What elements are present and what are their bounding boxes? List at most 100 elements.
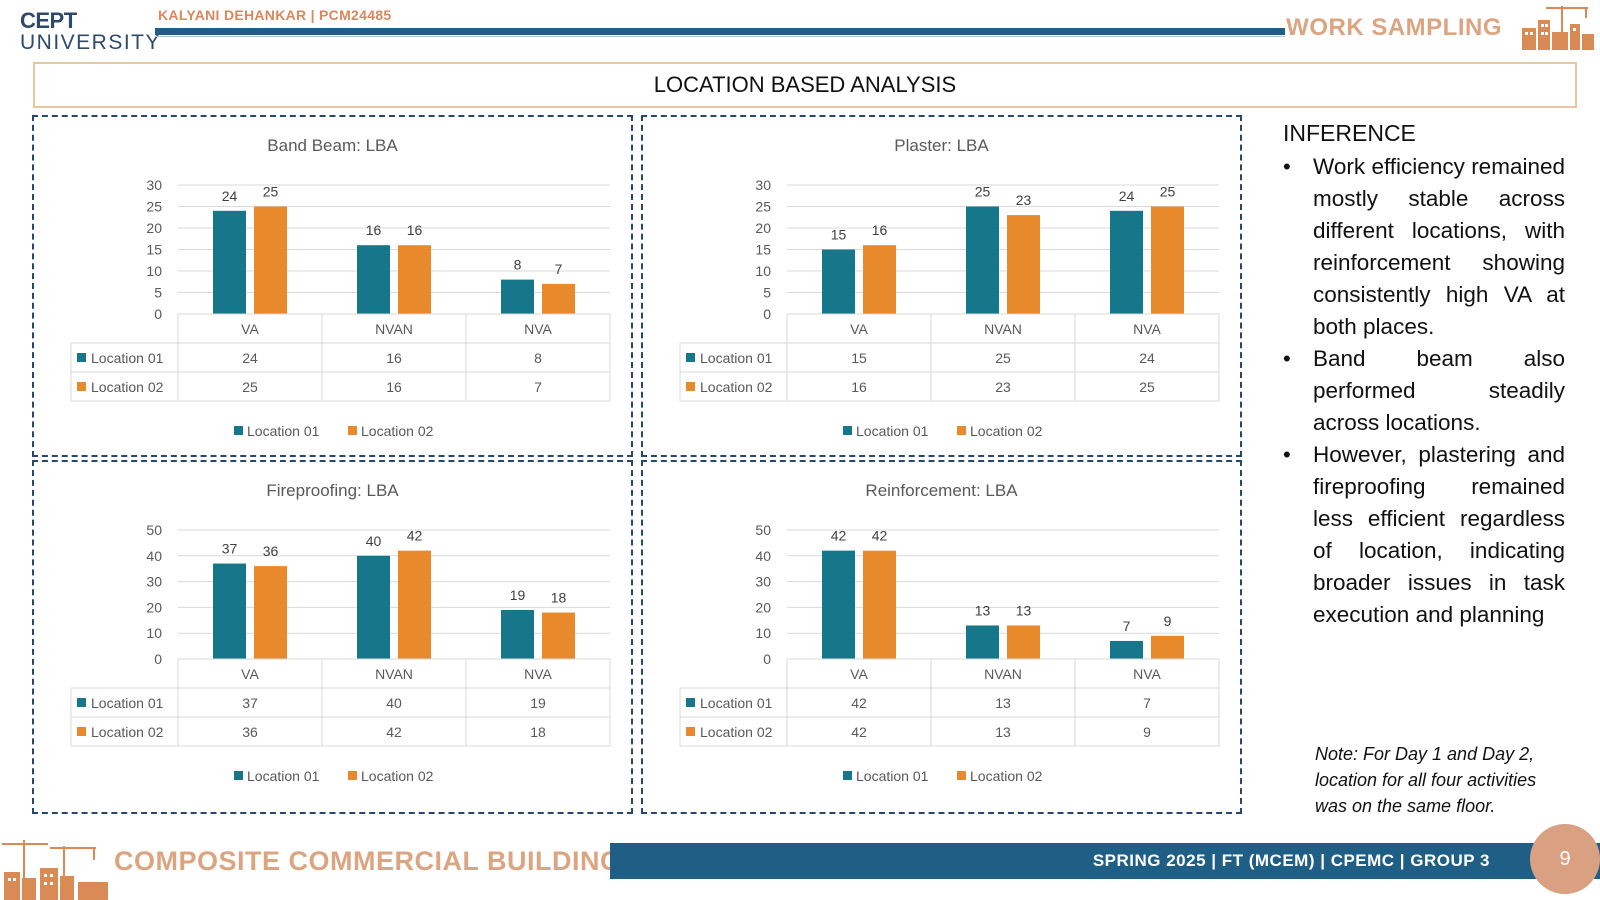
x-tick-label: NVAN bbox=[375, 321, 413, 337]
chart-title: Plaster: LBA bbox=[894, 136, 989, 155]
table-cell: 16 bbox=[386, 350, 402, 366]
data-label: 13 bbox=[1016, 602, 1032, 618]
inference-bullet: Band beam also performed steadily across… bbox=[1283, 343, 1565, 439]
table-cell: 36 bbox=[242, 724, 258, 740]
data-label: 19 bbox=[510, 587, 526, 603]
header-rule bbox=[155, 28, 1285, 35]
author-label: KALYANI DEHANKAR | PCM24485 bbox=[158, 7, 392, 23]
legend-key bbox=[843, 426, 852, 435]
y-tick-label: 0 bbox=[154, 651, 162, 667]
x-tick-label: VA bbox=[850, 321, 868, 337]
legend-key bbox=[843, 771, 852, 780]
table-cell: 16 bbox=[851, 379, 867, 395]
legend-key bbox=[77, 698, 86, 707]
table-cell: 7 bbox=[1143, 695, 1151, 711]
y-tick-label: 20 bbox=[755, 220, 771, 236]
bar bbox=[966, 625, 999, 659]
table-cell: 16 bbox=[386, 379, 402, 395]
table-series-name: Location 02 bbox=[91, 724, 164, 740]
bar bbox=[966, 206, 999, 314]
chart-title: Fireproofing: LBA bbox=[266, 481, 399, 500]
legend-key bbox=[348, 426, 357, 435]
legend-key bbox=[77, 353, 86, 362]
bar bbox=[254, 206, 287, 314]
page-number: 9 bbox=[1530, 824, 1600, 894]
legend-key bbox=[686, 382, 695, 391]
legend-key bbox=[686, 353, 695, 362]
table-cell: 23 bbox=[995, 379, 1011, 395]
data-label: 7 bbox=[1123, 618, 1131, 634]
crane-skyline-icon bbox=[2, 840, 108, 900]
project-title: COMPOSITE COMMERCIAL BUILDING bbox=[114, 846, 622, 876]
data-label: 42 bbox=[831, 528, 847, 544]
data-label: 25 bbox=[1160, 184, 1176, 200]
logo-line-2: UNIVERSITY bbox=[20, 31, 162, 54]
x-tick-label: VA bbox=[241, 321, 259, 337]
bar bbox=[822, 550, 855, 659]
x-tick-label: VA bbox=[850, 666, 868, 682]
y-tick-label: 50 bbox=[755, 522, 771, 538]
data-label: 16 bbox=[407, 222, 423, 238]
table-cell: 13 bbox=[995, 724, 1011, 740]
chart-title: Reinforcement: LBA bbox=[865, 481, 1018, 500]
inference-bullet: Work efficiency remained mostly stable a… bbox=[1283, 151, 1565, 343]
y-tick-label: 10 bbox=[146, 625, 162, 641]
y-tick-label: 30 bbox=[755, 574, 771, 590]
y-tick-label: 40 bbox=[146, 548, 162, 564]
x-tick-label: NVAN bbox=[375, 666, 413, 682]
legend-key bbox=[686, 727, 695, 736]
x-tick-label: VA bbox=[241, 666, 259, 682]
x-tick-label: NVA bbox=[1133, 666, 1161, 682]
legend-key bbox=[234, 771, 243, 780]
legend-label: Location 02 bbox=[361, 423, 434, 439]
y-tick-label: 15 bbox=[755, 242, 771, 258]
legend-key bbox=[957, 426, 966, 435]
y-tick-label: 10 bbox=[755, 625, 771, 641]
inference-section: INFERENCE Work efficiency remained mostl… bbox=[1283, 120, 1565, 631]
data-label: 40 bbox=[366, 533, 382, 549]
data-label: 9 bbox=[1164, 613, 1172, 629]
slide-topic-title: WORK SAMPLING bbox=[1286, 14, 1502, 41]
table-cell: 25 bbox=[242, 379, 258, 395]
legend-label: Location 01 bbox=[856, 768, 929, 784]
table-series-name: Location 02 bbox=[700, 724, 773, 740]
legend-key bbox=[77, 382, 86, 391]
table-cell: 18 bbox=[530, 724, 546, 740]
y-tick-label: 30 bbox=[146, 177, 162, 193]
data-label: 18 bbox=[551, 590, 567, 606]
table-cell: 24 bbox=[242, 350, 258, 366]
data-label: 23 bbox=[1016, 192, 1032, 208]
y-tick-label: 30 bbox=[146, 574, 162, 590]
bar-chart: Plaster: LBA 0 5 10 15 20 25 30 15 16 25 23 24 25 VA NV… bbox=[679, 136, 1220, 439]
inference-bullet: However, plastering and fireproofing rem… bbox=[1283, 439, 1565, 631]
chart-panel-plaster: Plaster: LBA 0 5 10 15 20 25 30 15 16 25 23 24 25 VA NV… bbox=[641, 115, 1242, 457]
bar bbox=[1110, 210, 1143, 314]
y-tick-label: 25 bbox=[146, 199, 162, 215]
y-tick-label: 20 bbox=[755, 599, 771, 615]
bar bbox=[1007, 215, 1040, 314]
table-cell: 37 bbox=[242, 695, 258, 711]
x-tick-label: NVAN bbox=[984, 321, 1022, 337]
data-label: 37 bbox=[222, 541, 238, 557]
y-tick-label: 0 bbox=[763, 651, 771, 667]
bar bbox=[1110, 640, 1143, 659]
bar bbox=[1007, 625, 1040, 659]
chart-panel-fireproofing: Fireproofing: LBA 0 10 20 30 40 50 37 36 40 42 19 18… bbox=[32, 460, 633, 814]
data-label: 7 bbox=[555, 261, 563, 277]
data-label: 25 bbox=[263, 184, 279, 200]
x-tick-label: NVAN bbox=[984, 666, 1022, 682]
data-label: 13 bbox=[975, 602, 991, 618]
table-series-name: Location 02 bbox=[91, 379, 164, 395]
data-label: 42 bbox=[407, 528, 423, 544]
data-label: 24 bbox=[1119, 188, 1135, 204]
bar bbox=[357, 245, 390, 314]
bar bbox=[542, 283, 575, 314]
table-cell: 42 bbox=[851, 724, 867, 740]
table-cell: 7 bbox=[534, 379, 542, 395]
bar bbox=[213, 210, 246, 314]
bar bbox=[542, 612, 575, 659]
table-cell: 15 bbox=[851, 350, 867, 366]
y-tick-label: 40 bbox=[755, 548, 771, 564]
data-label: 42 bbox=[872, 528, 888, 544]
note-text: Note: For Day 1 and Day 2, location for … bbox=[1315, 744, 1537, 816]
